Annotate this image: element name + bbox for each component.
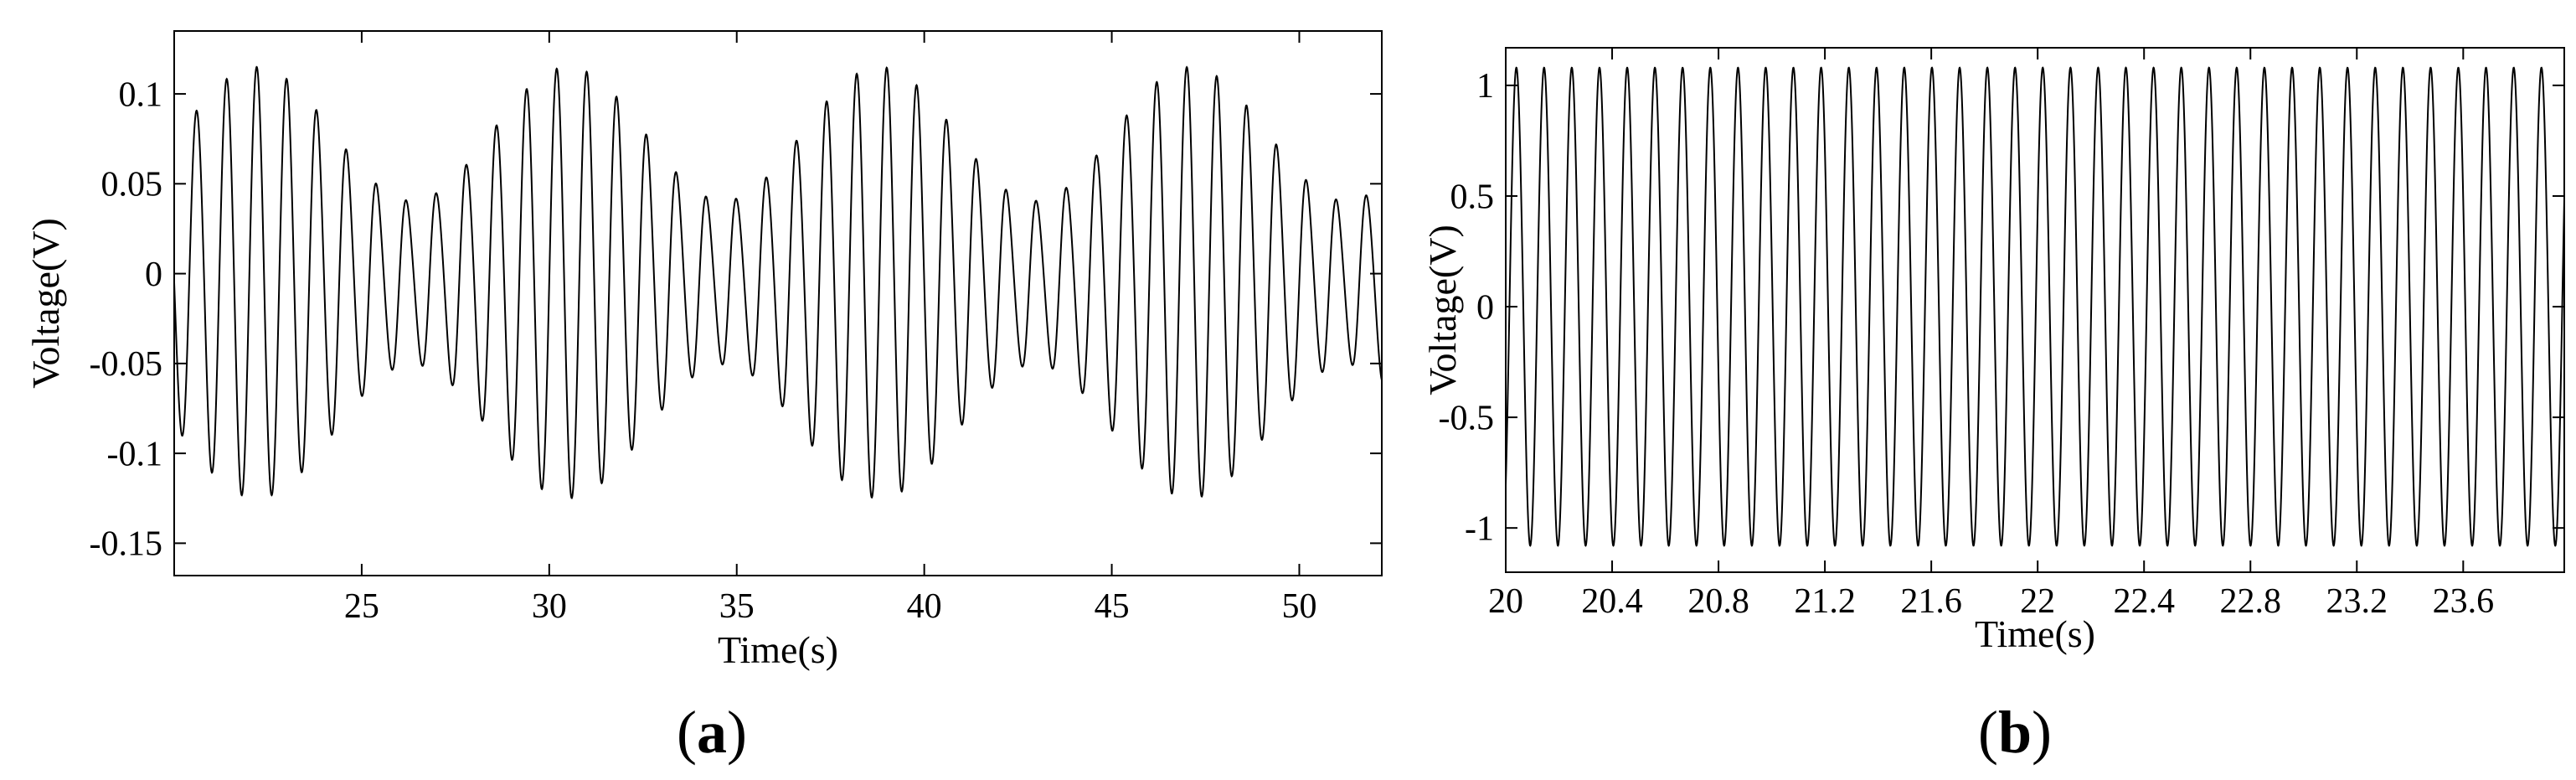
x-axis-label-a: Time(s) [718,628,838,671]
x-tick-label-a: 45 [1095,587,1130,626]
y-tick-label-a: -0.15 [90,525,163,564]
y-tick-label-a: 0.05 [101,166,163,204]
y-tick-label-b: 0.5 [1450,178,1495,216]
x-tick-label-b: 21.2 [1794,582,1856,621]
y-tick-label-a: 0.1 [119,75,163,114]
y-tick-label-a: -0.1 [107,435,163,473]
x-tick-label-b: 22 [2020,582,2055,621]
chart-panel-b: 20 20.4 20.8 21.2 21.6 22 22.4 22.8 23.2 23.6 1 0.… [1421,47,2565,655]
x-tick-label-b: 23.2 [2326,582,2388,621]
x-tick-label-b: 22.4 [2113,582,2175,621]
y-tick-label-b: 0 [1476,288,1494,327]
x-tick-label-a: 50 [1281,587,1316,626]
panel-caption-b: (b) [1978,699,2053,766]
x-tick-label-b: 20.8 [1687,582,1749,621]
x-tick-label-b: 20.4 [1581,582,1643,621]
y-axis-ticks-a: 0.1 0.05 0 -0.05 -0.1 -0.15 [90,75,1382,564]
panel-caption-a: (a) [677,699,747,766]
x-tick-label-b: 20 [1488,582,1523,621]
x-tick-label-a: 35 [719,587,755,626]
y-tick-label-b: -0.5 [1439,399,1495,437]
x-tick-label-b: 21.6 [1900,582,1962,621]
chart-panel-a: 25 30 35 40 45 50 0.1 0.05 0 -0.05 -0.1 -0.15 Time… [24,30,1383,671]
y-tick-label-a: -0.05 [90,345,163,384]
y-tick-label-b: -1 [1465,509,1494,548]
x-axis-label-b: Time(s) [1975,612,2095,655]
plot-frame-a [173,30,1383,576]
voltage-series-line-a [173,65,1383,499]
x-tick-label-a: 25 [344,587,379,626]
x-tick-label-a: 40 [907,587,942,626]
x-tick-label-b: 22.8 [2219,582,2281,621]
y-axis-label-b: Voltage(V) [1421,225,1464,395]
y-tick-label-a: 0 [145,256,162,294]
y-tick-label-b: 1 [1476,67,1494,106]
x-tick-label-a: 30 [532,587,567,626]
voltage-series-line-b [1505,66,2565,547]
x-axis-ticks-a: 25 30 35 40 45 50 [344,31,1316,626]
y-axis-label-a: Voltage(V) [24,218,67,389]
y-axis-ticks-b: 1 0.5 0 -0.5 -1 [1439,67,2564,548]
x-axis-ticks-b: 20 20.4 20.8 21.2 21.6 22 22.4 22.8 23.2 23.6 [1488,48,2494,621]
x-tick-label-b: 23.6 [2433,582,2495,621]
